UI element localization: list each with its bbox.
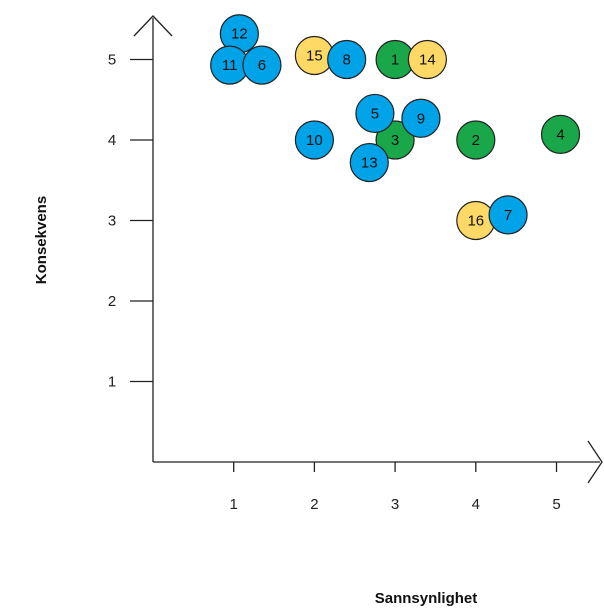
x-tick-label: 1 bbox=[230, 496, 238, 513]
data-point-13: 13 bbox=[349, 142, 389, 183]
data-point-marker bbox=[456, 120, 496, 160]
x-axis-title: Sannsynlighet bbox=[375, 590, 478, 607]
data-point-label: 10 bbox=[306, 132, 323, 149]
x-tick-label: 2 bbox=[310, 496, 318, 513]
data-point-label: 4 bbox=[556, 126, 564, 143]
x-tick-label: 5 bbox=[552, 496, 560, 513]
y-axis-title: Konsekvens bbox=[33, 196, 50, 284]
data-point-marker bbox=[407, 39, 447, 80]
data-point-marker bbox=[242, 45, 282, 85]
data-point-label: 5 bbox=[371, 105, 379, 122]
data-point-7: 7 bbox=[488, 195, 528, 235]
data-point-label: 7 bbox=[504, 207, 512, 224]
y-tick-label: 5 bbox=[108, 52, 116, 69]
data-point-label: 9 bbox=[417, 110, 425, 127]
axes bbox=[133, 15, 603, 484]
data-point-6: 6 bbox=[242, 45, 282, 85]
data-point-3: 3 bbox=[375, 120, 415, 160]
tick-labels: 1 2 3 4 5 1 2 3 4 5 bbox=[108, 52, 561, 514]
data-point-label: 8 bbox=[343, 52, 351, 69]
data-point-15: 15 bbox=[294, 35, 334, 76]
y-tick-label: 3 bbox=[108, 213, 116, 230]
data-point-marker bbox=[294, 120, 334, 160]
data-point-16: 16 bbox=[456, 200, 496, 241]
data-point-marker bbox=[540, 114, 581, 154]
data-point-14: 14 bbox=[407, 39, 447, 80]
data-point-9: 9 bbox=[401, 98, 441, 138]
data-point-marker bbox=[375, 120, 415, 160]
data-point-label: 3 bbox=[391, 132, 399, 149]
data-point-8: 8 bbox=[327, 39, 367, 80]
data-point-marker bbox=[327, 39, 367, 80]
data-point-label: 14 bbox=[419, 52, 436, 69]
data-point-label: 2 bbox=[472, 132, 480, 149]
data-point-12: 12 bbox=[219, 14, 259, 54]
data-point-label: 6 bbox=[258, 57, 266, 74]
x-axis-arrow bbox=[587, 440, 603, 484]
y-tick-label: 4 bbox=[108, 132, 116, 149]
ticks bbox=[130, 58, 558, 472]
y-tick-label: 1 bbox=[108, 374, 116, 391]
y-axis-arrow bbox=[133, 15, 173, 37]
data-point-label: 13 bbox=[361, 155, 378, 172]
data-point-label: 15 bbox=[306, 47, 323, 64]
data-point-label: 1 bbox=[391, 52, 399, 69]
data-point-label: 12 bbox=[231, 26, 248, 43]
data-point-marker bbox=[355, 93, 395, 134]
data-point-5: 5 bbox=[355, 93, 395, 134]
data-point-label: 11 bbox=[222, 57, 238, 74]
data-point-label: 16 bbox=[467, 213, 484, 230]
x-tick-label: 3 bbox=[391, 496, 399, 513]
data-point-4: 4 bbox=[540, 114, 581, 154]
data-point-marker bbox=[349, 142, 389, 183]
y-tick-label: 2 bbox=[108, 293, 116, 310]
data-point-10: 10 bbox=[294, 120, 334, 160]
data-point-marker bbox=[488, 195, 528, 235]
data-point-marker bbox=[401, 98, 441, 138]
data-point-11: 11 bbox=[210, 45, 250, 85]
data-point-2: 2 bbox=[456, 120, 496, 160]
x-tick-label: 4 bbox=[472, 496, 480, 513]
